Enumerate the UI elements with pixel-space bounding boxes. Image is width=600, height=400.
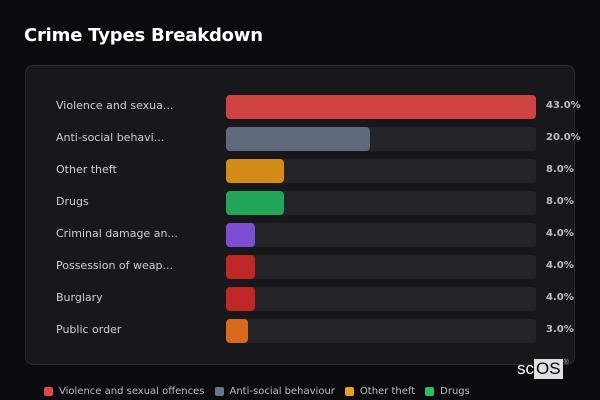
scos-logo: sc OS ® <box>517 359 569 379</box>
bar-value: 43.0% <box>546 100 581 111</box>
bar-track <box>226 191 536 215</box>
bar-fill[interactable] <box>226 287 255 311</box>
bar-value: 4.0% <box>546 228 574 239</box>
bar-row: Burglary 4.0% <box>56 287 574 311</box>
bar-value: 4.0% <box>546 260 574 271</box>
bar-track <box>226 287 536 311</box>
bar-label: Anti-social behavi... <box>56 131 165 144</box>
bar-label: Public order <box>56 323 122 336</box>
legend-item[interactable]: Anti-social behaviour <box>214 386 335 397</box>
bar-value: 8.0% <box>546 196 574 207</box>
legend-item[interactable]: Drugs <box>425 386 470 397</box>
bar-fill[interactable] <box>226 191 284 215</box>
bar-fill[interactable] <box>226 127 371 151</box>
bar-track <box>226 95 536 119</box>
bar-track <box>226 127 536 151</box>
bar-row: Violence and sexua... 43.0% <box>56 95 581 119</box>
bar-value: 8.0% <box>546 164 574 175</box>
bar-fill[interactable] <box>226 95 536 119</box>
legend-swatch-icon <box>44 387 53 396</box>
bar-fill[interactable] <box>226 223 255 247</box>
legend-label: Other theft <box>359 386 416 397</box>
bar-track <box>226 319 536 343</box>
registered-mark-icon: ® <box>563 359 569 366</box>
bar-fill[interactable] <box>226 255 255 279</box>
bar-label: Other theft <box>56 163 117 176</box>
bar-row: Criminal damage an... 4.0% <box>56 223 574 247</box>
bar-label: Drugs <box>56 195 89 208</box>
logo-boxed: OS <box>534 359 563 379</box>
bar-label: Burglary <box>56 291 103 304</box>
legend-swatch-icon <box>344 387 354 396</box>
page-title: Crime Types Breakdown <box>24 25 263 46</box>
chart-legend: Violence and sexual offences Anti-social … <box>44 386 470 397</box>
legend-item[interactable]: Violence and sexual offences <box>44 386 205 397</box>
bar-label: Possession of weap... <box>56 259 173 272</box>
legend-label: Anti-social behaviour <box>229 386 335 397</box>
bar-fill[interactable] <box>226 319 248 343</box>
chart-panel: Violence and sexua... 43.0% Anti-social b… <box>25 65 581 365</box>
bar-row: Anti-social behavi... 20.0% <box>56 127 581 151</box>
bar-row: Possession of weap... 4.0% <box>56 255 574 279</box>
bar-row: Public order 3.0% <box>56 319 574 343</box>
legend-label: Drugs <box>440 386 470 397</box>
bar-value: 3.0% <box>546 324 574 335</box>
bar-label: Violence and sexua... <box>56 99 174 112</box>
bar-row: Drugs 8.0% <box>56 191 574 215</box>
legend-swatch-icon <box>425 387 435 396</box>
bar-track <box>226 255 536 279</box>
bar-track <box>226 223 536 247</box>
logo-prefix: sc <box>517 359 534 378</box>
bar-label: Criminal damage an... <box>56 227 178 240</box>
bar-track <box>226 159 536 183</box>
legend-swatch-icon <box>214 387 224 396</box>
bar-row: Other theft 8.0% <box>56 159 574 183</box>
bar-fill[interactable] <box>226 159 284 183</box>
legend-item[interactable]: Other theft <box>344 386 416 397</box>
bar-value: 20.0% <box>546 132 581 143</box>
legend-label: Violence and sexual offences <box>59 386 205 397</box>
bar-value: 4.0% <box>546 292 574 303</box>
